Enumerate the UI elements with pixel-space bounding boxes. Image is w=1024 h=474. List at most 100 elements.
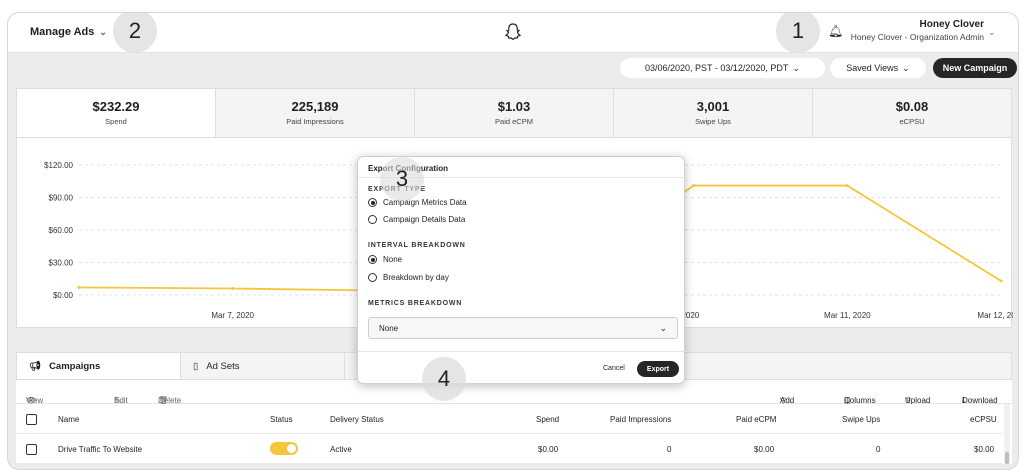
data-point[interactable] bbox=[692, 184, 696, 188]
impressions-cell: 0 bbox=[667, 445, 672, 454]
tab-campaigns[interactable]: 📢︎ Campaigns bbox=[17, 353, 181, 379]
stat-value: 3,001 bbox=[696, 99, 730, 114]
upload-label: Upload bbox=[905, 396, 931, 405]
date-range-text: 03/06/2020, PST - 03/12/2020, PDT bbox=[645, 63, 789, 73]
columns-label: Columns bbox=[844, 396, 876, 405]
trash-icon: 🗑︎ bbox=[158, 396, 169, 405]
chevron-down-icon: ⌄ bbox=[792, 62, 800, 73]
upload-icon: ⇪ bbox=[905, 396, 912, 405]
campaign-name[interactable]: Drive Traffic To Website bbox=[58, 445, 143, 454]
cancel-button[interactable]: Cancel bbox=[603, 365, 625, 372]
y-tick-label: $90.00 bbox=[49, 194, 74, 203]
data-point[interactable] bbox=[231, 287, 235, 290]
y-tick-label: $60.00 bbox=[49, 226, 74, 235]
x-tick-label: Mar 12, 2020 bbox=[977, 311, 1013, 320]
column-header-delivery[interactable]: Delivery Status bbox=[330, 415, 384, 424]
eye-icon: 👁︎ bbox=[26, 396, 37, 405]
download-icon: ⤓ bbox=[962, 396, 966, 405]
stat-ecpsu[interactable]: $0.08 eCPSU bbox=[813, 89, 1011, 137]
table-scrollbar[interactable] bbox=[1004, 404, 1010, 464]
column-header-swipe-ups[interactable]: Swipe Ups bbox=[842, 415, 881, 424]
filter-icon: ▽ bbox=[780, 396, 787, 405]
stat-swipe-ups[interactable]: 3,001 Swipe Ups bbox=[614, 89, 813, 137]
stat-value: $0.08 bbox=[895, 99, 929, 114]
metrics-breakdown-select[interactable]: None ⌄ bbox=[368, 317, 678, 339]
columns-icon: ||| bbox=[844, 396, 851, 405]
edit-label: Edit bbox=[114, 396, 128, 405]
tab-label: Campaigns bbox=[49, 360, 101, 372]
column-header-name[interactable]: Name bbox=[58, 415, 80, 424]
spend-cell: $0.00 bbox=[538, 445, 559, 454]
ecpsu-cell: $0.00 bbox=[974, 445, 995, 454]
metrics-breakdown-heading: METRICS BREAKDOWN bbox=[368, 300, 463, 307]
manage-ads-menu[interactable]: Manage Ads ⌄ bbox=[30, 26, 107, 38]
stat-label: Paid eCPM bbox=[495, 117, 533, 126]
radio-interval-none[interactable]: None bbox=[368, 255, 402, 264]
column-header-impressions[interactable]: Paid Impressions bbox=[610, 415, 672, 424]
delete-label: Delete bbox=[158, 396, 182, 405]
tab-label: Ad Sets bbox=[206, 360, 240, 372]
x-tick-label: Mar 11, 2020 bbox=[824, 311, 871, 320]
data-point[interactable] bbox=[77, 285, 81, 289]
radio-campaign-metrics[interactable]: Campaign Metrics Data bbox=[368, 198, 467, 207]
stat-paid-ecpm[interactable]: $1.03 Paid eCPM bbox=[415, 89, 614, 137]
radio-selected-icon bbox=[368, 255, 377, 264]
divider bbox=[358, 351, 686, 352]
data-point[interactable] bbox=[845, 184, 849, 188]
saved-views-dropdown[interactable]: Saved Views ⌄ bbox=[830, 58, 926, 78]
chevron-down-icon[interactable]: ⌄ bbox=[988, 27, 996, 37]
marker-2: 2 bbox=[113, 13, 157, 53]
ecpm-cell: $0.00 bbox=[754, 445, 775, 454]
new-campaign-button[interactable]: New Campaign bbox=[933, 58, 1017, 78]
pencil-icon: ✎ bbox=[114, 396, 121, 405]
table-header-row: Name Status Delivery Status Spend Paid I… bbox=[16, 404, 1002, 434]
saved-views-label: Saved Views bbox=[846, 63, 899, 73]
user-menu[interactable]: Honey Clover Honey Clover - Organization… bbox=[844, 19, 984, 42]
stat-label: Swipe Ups bbox=[695, 117, 731, 126]
radio-label: Campaign Details Data bbox=[383, 215, 466, 224]
column-header-status[interactable]: Status bbox=[270, 415, 293, 424]
radio-empty-icon bbox=[368, 273, 377, 282]
app-frame: Manage Ads ⌄ 🔔︎ Honey Clover Honey Clove… bbox=[7, 12, 1019, 470]
x-tick-label: Mar 7, 2020 bbox=[211, 311, 254, 320]
top-bar: Manage Ads ⌄ 🔔︎ Honey Clover Honey Clove… bbox=[8, 13, 1018, 53]
manage-ads-label: Manage Ads bbox=[30, 26, 95, 38]
radio-selected-icon bbox=[368, 198, 377, 207]
delivery-status: Active bbox=[330, 445, 352, 454]
date-range-picker[interactable]: 03/06/2020, PST - 03/12/2020, PDT ⌄ bbox=[620, 58, 825, 78]
status-toggle[interactable] bbox=[270, 442, 298, 455]
column-header-ecpsu[interactable]: eCPSU bbox=[970, 415, 997, 424]
stat-paid-impressions[interactable]: 225,189 Paid Impressions bbox=[216, 89, 415, 137]
chevron-down-icon: ⌄ bbox=[659, 323, 667, 333]
stat-value: $232.29 bbox=[92, 99, 140, 114]
user-name: Honey Clover bbox=[919, 19, 984, 30]
data-point[interactable] bbox=[999, 279, 1003, 283]
scrollbar-thumb[interactable] bbox=[1005, 452, 1009, 464]
table-row[interactable]: Drive Traffic To Website Active $0.00 0 … bbox=[16, 434, 1002, 464]
radio-empty-icon bbox=[368, 215, 377, 224]
stat-label: Paid Impressions bbox=[286, 117, 344, 126]
chevron-down-icon: ⌄ bbox=[99, 26, 107, 37]
stats-bar: $232.29 Spend 225,189 Paid Impressions $… bbox=[16, 88, 1012, 138]
y-tick-label: $30.00 bbox=[49, 259, 74, 268]
campaigns-table: Name Status Delivery Status Spend Paid I… bbox=[16, 404, 1012, 464]
row-checkbox[interactable] bbox=[26, 444, 37, 455]
snapchat-ghost-icon[interactable] bbox=[504, 23, 522, 46]
radio-label: Breakdown by day bbox=[383, 273, 449, 282]
select-all-checkbox[interactable] bbox=[26, 414, 37, 425]
column-header-ecpm[interactable]: Paid eCPM bbox=[736, 415, 777, 424]
bell-icon[interactable]: 🔔︎ bbox=[828, 24, 844, 38]
stat-spend[interactable]: $232.29 Spend bbox=[17, 89, 216, 137]
megaphone-icon: 📢︎ bbox=[29, 360, 42, 372]
radio-label: Campaign Metrics Data bbox=[383, 198, 467, 207]
radio-campaign-details[interactable]: Campaign Details Data bbox=[368, 215, 465, 224]
chevron-down-icon: ⌄ bbox=[902, 62, 910, 73]
stat-value: 225,189 bbox=[291, 99, 339, 114]
radio-breakdown-by-day[interactable]: Breakdown by day bbox=[368, 273, 449, 282]
y-tick-label: $0.00 bbox=[53, 291, 74, 300]
stat-value: $1.03 bbox=[497, 99, 531, 114]
export-button[interactable]: Export bbox=[637, 361, 679, 377]
tab-ad-sets[interactable]: ▯ Ad Sets bbox=[181, 353, 345, 379]
column-header-spend[interactable]: Spend bbox=[536, 415, 560, 424]
swipe-ups-cell: 0 bbox=[876, 445, 881, 454]
